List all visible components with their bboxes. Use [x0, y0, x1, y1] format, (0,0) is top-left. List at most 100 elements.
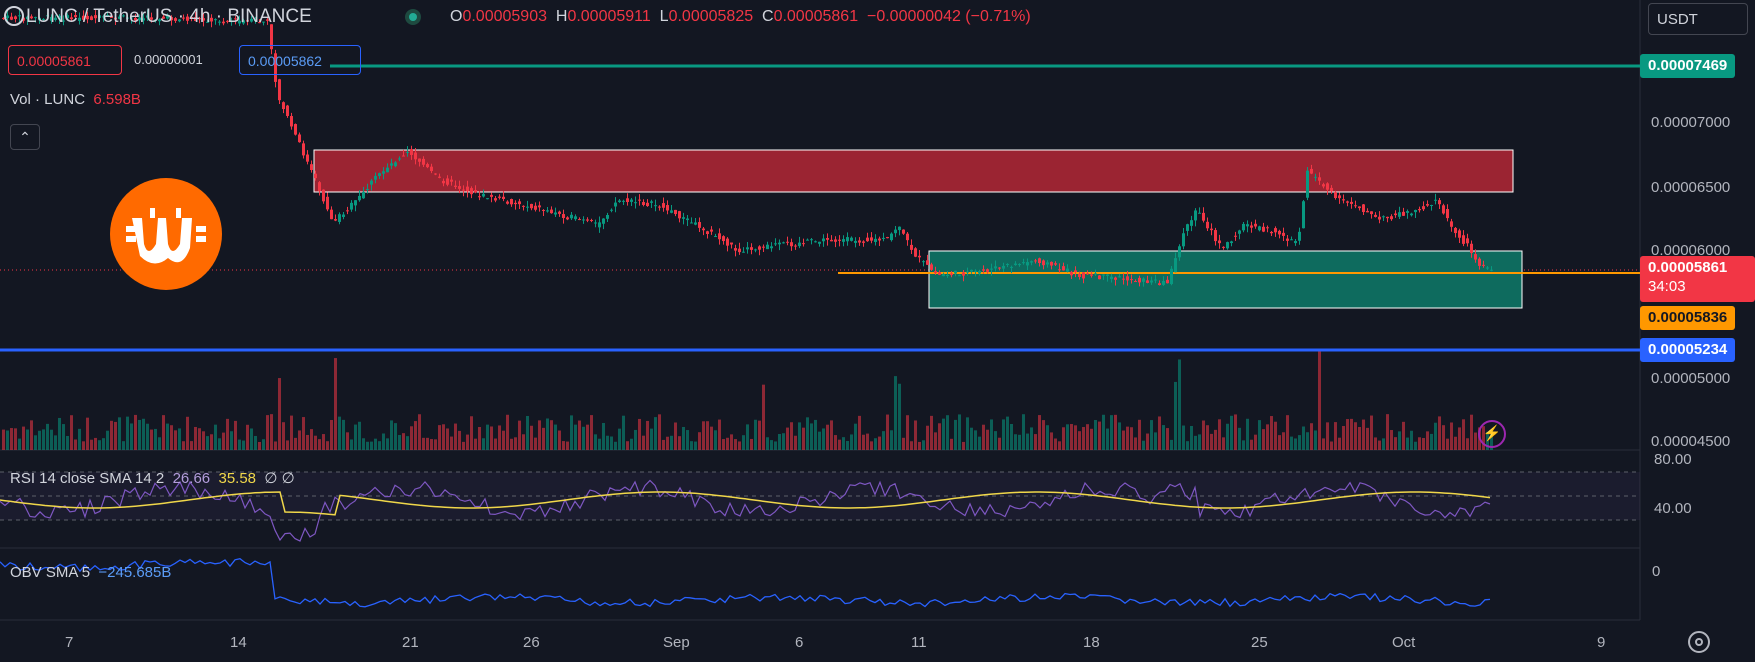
volume-bar — [898, 383, 901, 450]
candle-body — [866, 237, 869, 242]
candle-body — [446, 178, 449, 185]
candle-body — [266, 19, 269, 21]
candle-body — [974, 270, 977, 272]
volume-bar — [866, 433, 869, 450]
volume-bar — [1286, 415, 1289, 450]
volume-bar — [222, 432, 225, 450]
volume-bar — [874, 438, 877, 450]
candle-body — [274, 53, 277, 82]
candle-body — [1406, 211, 1409, 213]
volume-bar — [242, 440, 245, 450]
candle-body — [786, 241, 789, 243]
candle-body — [414, 152, 417, 160]
candle-body — [946, 275, 949, 277]
candle-body — [126, 17, 129, 19]
candle-body — [62, 20, 65, 22]
market-status-icon[interactable] — [405, 9, 421, 25]
volume-bar — [106, 430, 109, 450]
buy-price-button[interactable]: 0.00005862 — [239, 45, 361, 75]
candle-body — [542, 209, 545, 211]
candle-body — [526, 206, 529, 208]
candle-body — [1378, 216, 1381, 220]
candle-body — [502, 196, 505, 199]
candle-body — [794, 245, 797, 247]
volume-bar — [26, 429, 29, 450]
volume-bar — [938, 423, 941, 450]
x-axis-label: 25 — [1251, 634, 1268, 651]
candle-body — [1202, 212, 1205, 221]
candle-body — [454, 185, 457, 187]
brand-logo-icon — [110, 178, 222, 290]
candle-body — [1090, 274, 1093, 276]
volume-bar — [870, 441, 873, 450]
volume-bar — [602, 422, 605, 450]
volume-bar — [1306, 432, 1309, 450]
symbol-title[interactable]: LUNC / TetherUS · 4h · BINANCE — [26, 6, 312, 27]
volume-bar — [882, 431, 885, 450]
candle-body — [578, 219, 581, 221]
volume-bar — [154, 428, 157, 450]
volume-bar — [250, 428, 253, 450]
volume-bar — [1146, 433, 1149, 450]
volume-bar — [554, 424, 557, 450]
volume-bar — [906, 415, 909, 450]
volume-bar — [1370, 415, 1373, 450]
volume-bar — [978, 436, 981, 450]
volume-bar — [542, 427, 545, 450]
candle-body — [258, 22, 261, 24]
candle-body — [1130, 279, 1133, 281]
candle-body — [554, 212, 557, 215]
candle-body — [518, 201, 521, 205]
volume-bar — [206, 436, 209, 450]
volume-bar — [1266, 424, 1269, 450]
candle-body — [138, 17, 141, 21]
volume-bar — [138, 419, 141, 450]
candle-body — [42, 18, 45, 20]
candle-body — [862, 241, 865, 243]
candle-body — [374, 175, 377, 180]
candle-body — [358, 195, 361, 201]
volume-bar — [1126, 426, 1129, 450]
volume-bar — [1066, 424, 1069, 450]
volume-bar — [1090, 428, 1093, 450]
volume-bar — [622, 415, 625, 450]
candle-body — [1318, 177, 1321, 181]
volume-bar — [698, 432, 701, 450]
candle-body — [830, 239, 833, 242]
collapse-chevron-icon[interactable]: ⌃ — [10, 124, 40, 150]
x-axis-label: 26 — [523, 634, 540, 651]
sell-price-button[interactable]: 0.00005861 — [8, 45, 122, 75]
volume-bar — [530, 425, 533, 450]
candle-body — [1178, 246, 1181, 258]
volume-bar — [934, 432, 937, 450]
candle-body — [1402, 211, 1405, 216]
volume-bar — [894, 376, 897, 450]
volume-bar — [1398, 431, 1401, 450]
candle-body — [494, 198, 497, 201]
candle-body — [330, 209, 333, 220]
volume-bar — [1010, 423, 1013, 450]
candle-body — [1450, 221, 1453, 227]
candle-body — [606, 214, 609, 219]
settings-gear-icon[interactable] — [1688, 631, 1710, 653]
candle-body — [1110, 276, 1113, 280]
candle-body — [222, 21, 225, 24]
volume-bar — [986, 429, 989, 450]
currency-selector[interactable]: USDT — [1648, 3, 1748, 35]
candle-body — [1370, 211, 1373, 215]
volume-bar — [858, 415, 861, 450]
lightning-icon[interactable]: ⚡ — [1478, 420, 1506, 448]
candle-body — [246, 20, 249, 22]
candle-body — [1062, 266, 1065, 271]
volume-bar — [394, 423, 397, 450]
volume-bar — [862, 434, 865, 450]
candle-body — [682, 217, 685, 219]
candle-body — [858, 240, 861, 243]
candle-body — [1026, 262, 1029, 266]
candle-body — [1478, 258, 1481, 266]
candle-body — [1382, 216, 1385, 218]
volume-bar — [1406, 437, 1409, 450]
volume-bar — [1222, 437, 1225, 450]
volume-bar — [438, 425, 441, 450]
